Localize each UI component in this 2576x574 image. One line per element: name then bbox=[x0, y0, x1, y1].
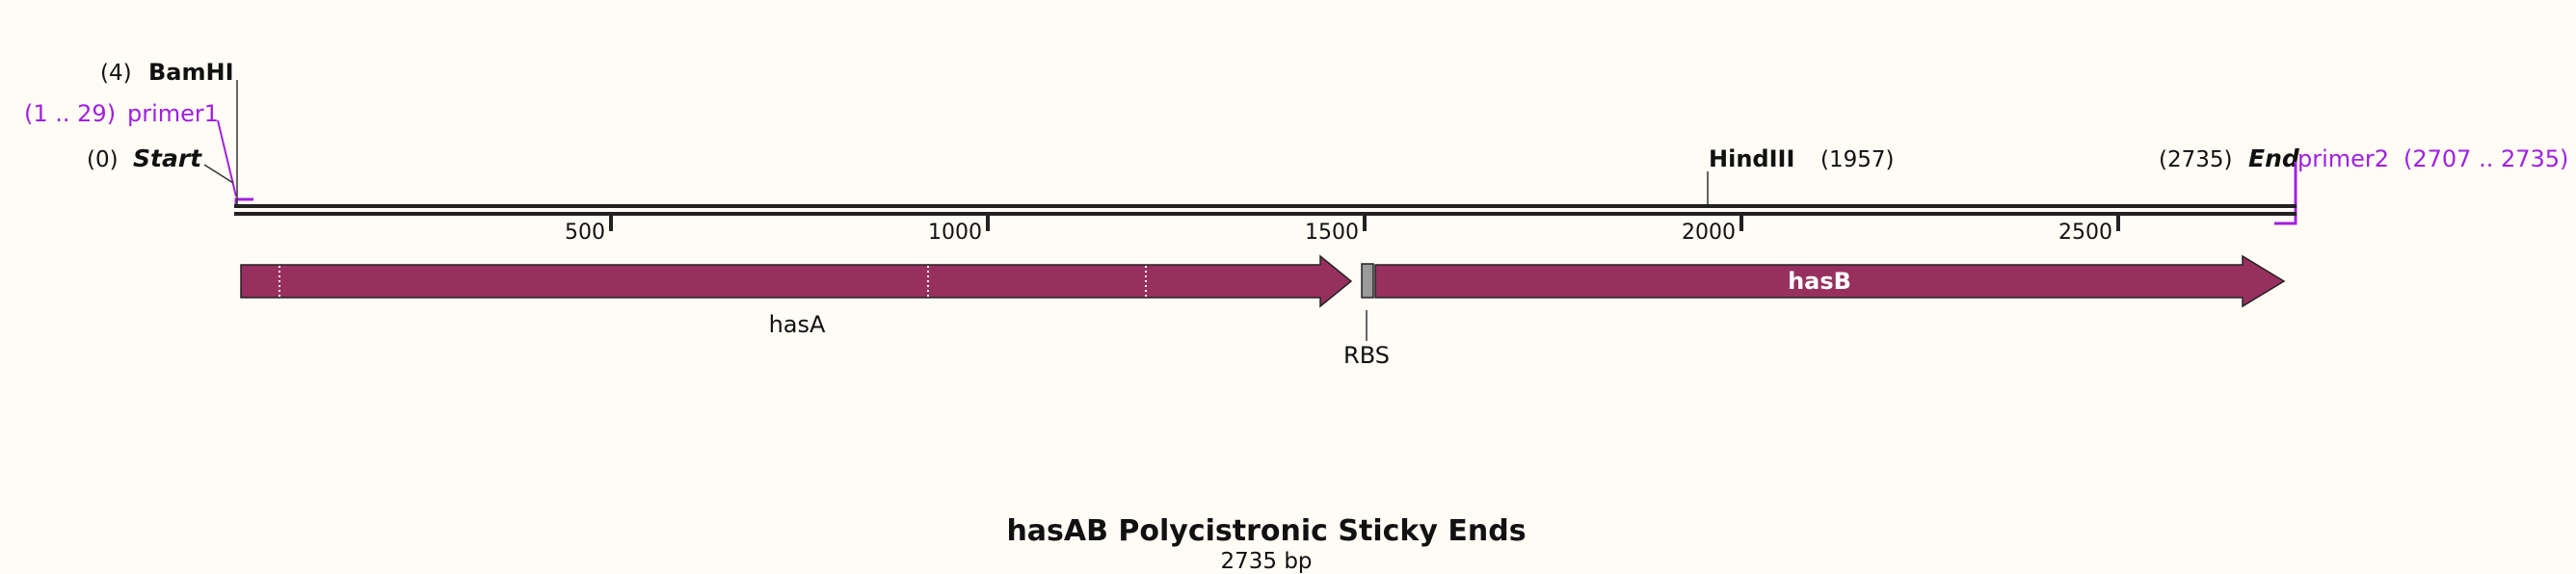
tick-2000 bbox=[1739, 216, 1743, 231]
hasA-label: hasA bbox=[769, 311, 826, 338]
feature-rbs[interactable]: RBS bbox=[1343, 263, 1390, 369]
hindiii-position: (1957) bbox=[1820, 147, 1894, 172]
primer1-label: primer1 bbox=[127, 100, 219, 127]
feature-hasB[interactable]: hasB bbox=[1374, 254, 2286, 308]
tick-label-2000: 2000 bbox=[1682, 221, 1736, 245]
feature-hasA[interactable]: hasA bbox=[240, 254, 1353, 338]
primer2-range: (2707 .. 2735) bbox=[2403, 145, 2568, 172]
tick-label-1000: 1000 bbox=[928, 221, 982, 245]
hindiii-site[interactable]: HindIII (1957) bbox=[1707, 145, 1894, 204]
tick-label-1500: 1500 bbox=[1305, 221, 1359, 245]
start-label: Start bbox=[133, 144, 202, 172]
start-position: (0) bbox=[87, 147, 119, 172]
tick-500 bbox=[609, 216, 613, 231]
hasB-label: hasB bbox=[1788, 268, 1851, 295]
tick-2500 bbox=[2116, 216, 2120, 231]
tick-label-2500: 2500 bbox=[2058, 221, 2112, 245]
ruler-ticks: 500 1000 1500 2000 2500 bbox=[565, 216, 2120, 245]
end-marker: (2735) End bbox=[2159, 144, 2300, 172]
primer2-label: primer2 bbox=[2297, 145, 2389, 172]
bamhi-site[interactable]: (4) BamHI bbox=[100, 59, 238, 204]
bamhi-label: BamHI bbox=[148, 59, 234, 86]
rbs-label: RBS bbox=[1343, 342, 1390, 369]
bamhi-position: (4) bbox=[100, 61, 132, 86]
sequence-backbone bbox=[234, 204, 2297, 216]
tick-1000 bbox=[986, 216, 990, 231]
end-label: End bbox=[2248, 144, 2300, 172]
end-position: (2735) bbox=[2159, 147, 2232, 172]
tick-label-500: 500 bbox=[565, 221, 605, 245]
primer1-marker[interactable]: (1 .. 29) primer1 bbox=[24, 100, 253, 204]
map-title: hasAB Polycistronic Sticky Ends bbox=[1006, 514, 1526, 548]
hindiii-label: HindIII bbox=[1709, 145, 1794, 172]
start-marker: (0) Start bbox=[87, 144, 234, 184]
map-subtitle: 2735 bp bbox=[1220, 549, 1312, 574]
primer2-marker[interactable]: primer2 (2707 .. 2735) bbox=[2274, 145, 2568, 225]
tick-1500 bbox=[1363, 216, 1367, 231]
primer1-range: (1 .. 29) bbox=[24, 100, 116, 127]
